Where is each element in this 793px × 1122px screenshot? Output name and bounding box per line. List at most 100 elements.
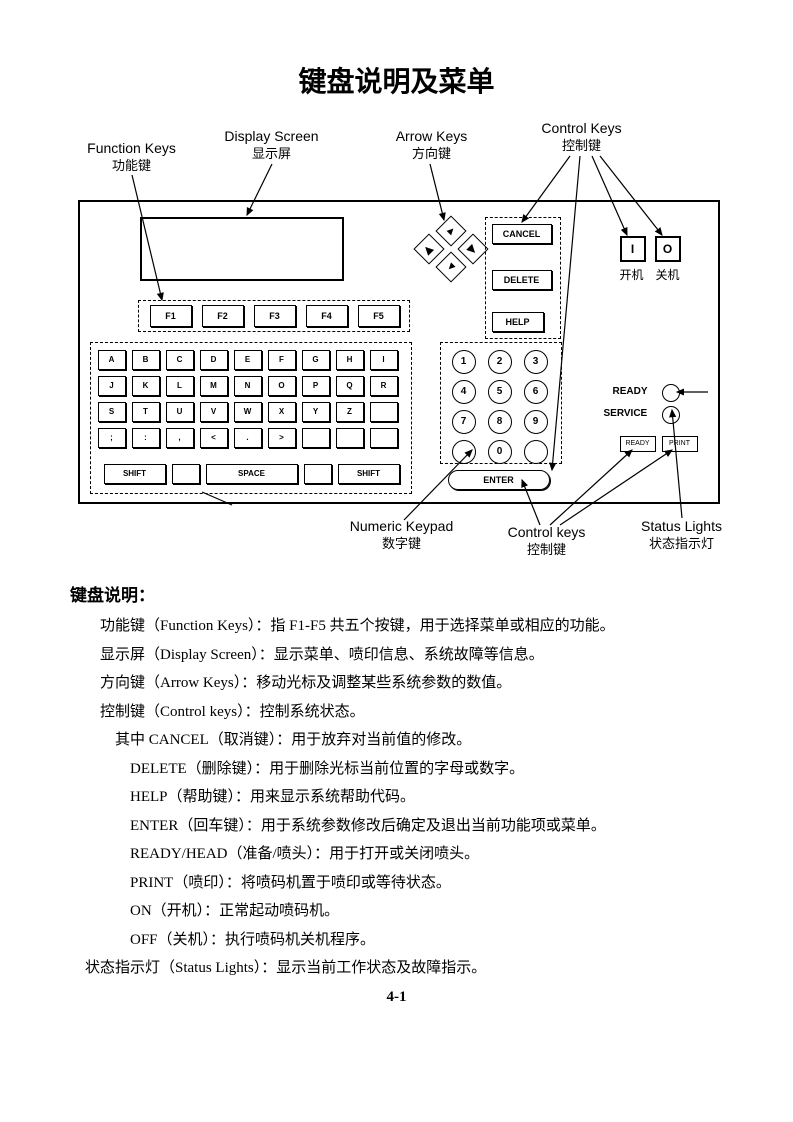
desc-line: 功能键（Function Keys）：指 F1-F5 共五个按键，用于选择菜单或… [70, 612, 723, 641]
key-f2[interactable]: F2 [202, 305, 244, 327]
desc-line: 方向键（Arrow Keys）：移动光标及调整某些系统参数的数值。 [70, 669, 723, 698]
key-7[interactable]: 7 [452, 410, 476, 434]
key-n[interactable]: N [234, 376, 262, 396]
key-3[interactable]: 3 [524, 350, 548, 374]
desc-sub: ENTER（回车键）：用于系统参数修改后确定及退出当前功能项或菜单。 [70, 812, 723, 841]
desc-sub: DELETE（删除键）：用于删除光标当前位置的字母或数字。 [70, 755, 723, 784]
key-punct4[interactable]: < [200, 428, 228, 448]
key-b[interactable]: B [132, 350, 160, 370]
page-title: 键盘说明及菜单 [70, 60, 723, 100]
key-num-b[interactable] [524, 440, 548, 464]
desc-last: 状态指示灯（Status Lights）：显示当前工作状态及故障指示。 [70, 954, 723, 983]
desc-sub: HELP（帮助键）：用来显示系统帮助代码。 [70, 783, 723, 812]
arrow-up[interactable]: ▲ [435, 215, 466, 246]
key-help[interactable]: HELP [492, 312, 544, 332]
desc-sub: 其中 CANCEL（取消键）：用于放弃对当前值的修改。 [70, 726, 723, 755]
key-z[interactable]: Z [336, 402, 364, 422]
key-num-a[interactable] [452, 440, 476, 464]
key-r[interactable]: R [370, 376, 398, 396]
power-on-button[interactable]: I [620, 236, 646, 262]
key-j[interactable]: J [98, 376, 126, 396]
arrow-right[interactable]: ▶ [457, 233, 488, 264]
lbl-arrow: Arrow Keys方向键 [372, 128, 492, 162]
key-punct2[interactable]: : [132, 428, 160, 448]
keypad-diagram: Function Keys功能键 Display Screen显示屏 Arrow… [72, 120, 722, 560]
key-d[interactable]: D [200, 350, 228, 370]
arrow-cluster: ▲ ◀ ▶ ▼ [418, 220, 482, 274]
arrow-down[interactable]: ▼ [435, 251, 466, 282]
key-f[interactable]: F [268, 350, 296, 370]
key-misc1[interactable] [172, 464, 200, 484]
key-f1[interactable]: F1 [150, 305, 192, 327]
key-w[interactable]: W [234, 402, 262, 422]
key-2[interactable]: 2 [488, 350, 512, 374]
service-light [662, 406, 680, 424]
key-0[interactable]: 0 [488, 440, 512, 464]
key-p[interactable]: P [302, 376, 330, 396]
key-e[interactable]: E [234, 350, 262, 370]
key-9[interactable]: 9 [524, 410, 548, 434]
power-off-label: 关机 [656, 266, 680, 283]
key-punct7[interactable] [302, 428, 330, 448]
print-button[interactable]: PRINT [662, 436, 698, 452]
lbl-function: Function Keys功能键 [72, 140, 192, 174]
key-f5[interactable]: F5 [358, 305, 400, 327]
key-v[interactable]: V [200, 402, 228, 422]
arrow-left[interactable]: ◀ [413, 233, 444, 264]
key-shift-l[interactable]: SHIFT [104, 464, 166, 484]
lbl-control2: Control keys控制键 [492, 524, 602, 558]
service-label: SERVICE [604, 408, 648, 419]
key-y[interactable]: Y [302, 402, 330, 422]
description-section: 键盘说明： 功能键（Function Keys）：指 F1-F5 共五个按键，用… [70, 580, 723, 983]
desc-sub: OFF（关机）：执行喷码机关机程序。 [70, 926, 723, 955]
key-punct5[interactable]: . [234, 428, 262, 448]
key-shift-r[interactable]: SHIFT [338, 464, 400, 484]
key-blank[interactable] [370, 402, 398, 422]
key-i[interactable]: I [370, 350, 398, 370]
lbl-numeric: Numeric Keypad数字键 [337, 518, 467, 552]
key-1[interactable]: 1 [452, 350, 476, 374]
desc-sub: PRINT（喷印）：将喷码机置于喷印或等待状态。 [70, 869, 723, 898]
key-q[interactable]: Q [336, 376, 364, 396]
key-x[interactable]: X [268, 402, 296, 422]
ready-light [662, 384, 680, 402]
key-punct8[interactable] [336, 428, 364, 448]
key-punct1[interactable]: ; [98, 428, 126, 448]
key-punct6[interactable]: > [268, 428, 296, 448]
power-on-label: 开机 [620, 266, 644, 283]
key-c[interactable]: C [166, 350, 194, 370]
key-space[interactable]: SPACE [206, 464, 298, 484]
page-number: 4-1 [70, 989, 723, 1006]
key-punct3[interactable]: , [166, 428, 194, 448]
power-off-button[interactable]: O [655, 236, 681, 262]
key-h[interactable]: H [336, 350, 364, 370]
key-misc2[interactable] [304, 464, 332, 484]
key-5[interactable]: 5 [488, 380, 512, 404]
desc-sub: ON（开机）：正常起动喷码机。 [70, 897, 723, 926]
key-s[interactable]: S [98, 402, 126, 422]
lbl-status: Status Lights状态指示灯 [627, 518, 737, 552]
key-8[interactable]: 8 [488, 410, 512, 434]
desc-line: 控制键（Control keys）：控制系统状态。 [70, 698, 723, 727]
key-a[interactable]: A [98, 350, 126, 370]
key-punct9[interactable] [370, 428, 398, 448]
key-4[interactable]: 4 [452, 380, 476, 404]
key-k[interactable]: K [132, 376, 160, 396]
key-t[interactable]: T [132, 402, 160, 422]
panel-outline: F1 F2 F3 F4 F5 A B C D E F G H I J K L M… [78, 200, 720, 504]
key-delete[interactable]: DELETE [492, 270, 552, 290]
key-cancel[interactable]: CANCEL [492, 224, 552, 244]
key-f4[interactable]: F4 [306, 305, 348, 327]
key-u[interactable]: U [166, 402, 194, 422]
key-enter[interactable]: ENTER [448, 470, 550, 490]
ready-label: READY [613, 386, 648, 397]
desc-line: 显示屏（Display Screen）：显示菜单、喷印信息、系统故障等信息。 [70, 641, 723, 670]
key-6[interactable]: 6 [524, 380, 548, 404]
lbl-control: Control Keys控制键 [522, 120, 642, 154]
ready-button[interactable]: READY [620, 436, 656, 452]
key-f3[interactable]: F3 [254, 305, 296, 327]
key-g[interactable]: G [302, 350, 330, 370]
key-l[interactable]: L [166, 376, 194, 396]
key-o[interactable]: O [268, 376, 296, 396]
key-m[interactable]: M [200, 376, 228, 396]
